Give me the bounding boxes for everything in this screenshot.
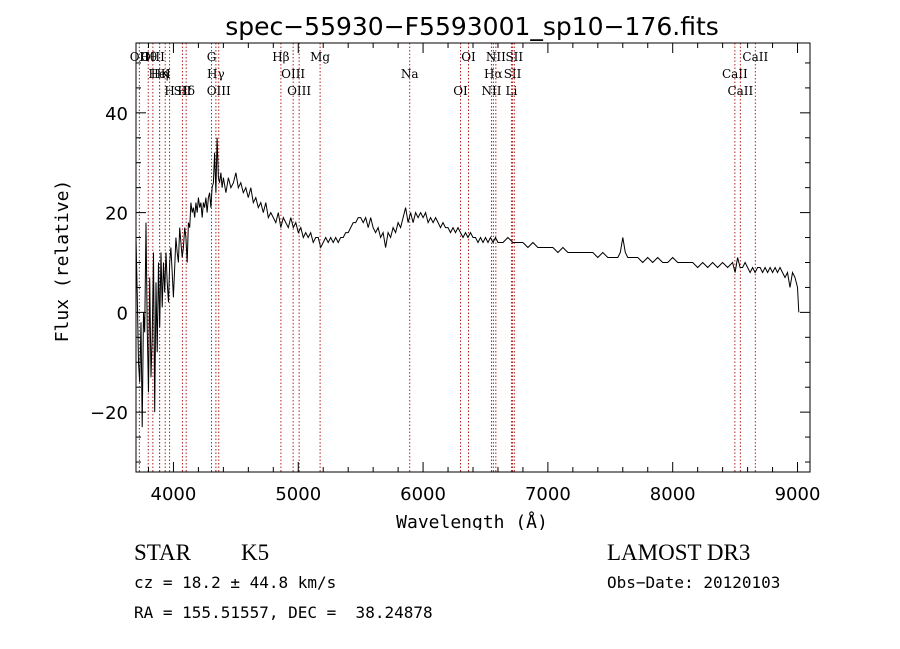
object-subclass: K5 [241, 540, 270, 565]
line-marker-label: OIII [281, 67, 305, 81]
line-marker-label: Hγ [207, 67, 225, 81]
line-marker-label: SII [505, 50, 523, 64]
line-marker-label: CaII [722, 67, 748, 81]
chart-title: spec−55930−F5593001_sp10−176.fits [225, 12, 719, 41]
x-tick-label: 8000 [650, 484, 696, 505]
line-marker-label: OII [130, 50, 150, 64]
line-marker-label: OI [461, 50, 476, 64]
y-tick-label: 20 [105, 204, 128, 225]
line-marker-label: NII [486, 50, 506, 64]
line-marker-label: Hη [151, 67, 169, 81]
line-marker-label: Hδ [177, 84, 195, 98]
line-marker-label: OIII [141, 50, 165, 64]
line-marker-label: Li [506, 84, 518, 98]
object-class: STAR [134, 540, 191, 565]
x-tick-label: 9000 [775, 484, 821, 505]
line-marker-label: Mg [310, 50, 330, 64]
line-marker-label: H [164, 84, 174, 98]
line-marker-label: K [161, 67, 171, 81]
y-tick-label: −20 [90, 403, 128, 424]
redshift-velocity: cz = 18.2 ± 44.8 km/s [134, 573, 337, 592]
line-marker-label: G [207, 50, 217, 64]
y-tick-label: 40 [105, 104, 128, 125]
x-tick-label: 7000 [525, 484, 571, 505]
line-marker-label: CaII [727, 84, 753, 98]
line-marker-label: SII [504, 67, 522, 81]
survey-name: LAMOST DR3 [607, 540, 751, 565]
x-tick-label: 4000 [151, 484, 197, 505]
spectrum-chart: spec−55930−F5593001_sp10−176.fits HθKHδO… [52, 12, 820, 530]
x-tick-label: 6000 [400, 484, 446, 505]
line-marker-label: Na [401, 67, 419, 81]
line-marker-label: HeI [148, 67, 171, 81]
y-tick-label: 0 [117, 303, 128, 324]
plot-frame [135, 42, 811, 473]
spectrum-line [135, 137, 800, 428]
observation-date: Obs−Date: 20120103 [607, 573, 781, 592]
axis-ticks: 4000 5000 6000 7000 8000 9000 −20 0 20 40 [90, 43, 820, 505]
line-marker-label: SII [174, 84, 192, 98]
line-marker-label: NII [481, 84, 501, 98]
coordinates: RA = 155.51557, DEC = 38.24878 [134, 603, 433, 622]
x-axis-label: Wavelength (Å) [396, 511, 548, 530]
line-marker-label: OIII [287, 84, 311, 98]
line-marker-label: OIII [207, 84, 231, 98]
line-marker-label: CaII [742, 50, 768, 64]
x-tick-label: 5000 [275, 484, 321, 505]
line-marker-label: OI [453, 84, 468, 98]
y-axis-label: Flux (relative) [52, 180, 73, 343]
line-marker-label: Hα [484, 67, 503, 81]
line-marker-label: Hβ [272, 50, 289, 64]
